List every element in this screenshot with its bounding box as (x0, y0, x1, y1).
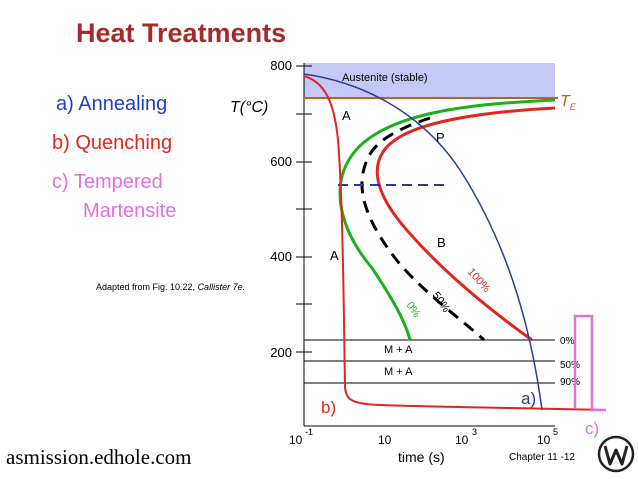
x-tick-exponent: 3 (472, 427, 477, 437)
source-prefix: Adapted from Fig. 10.22, (96, 282, 198, 292)
annealing-path (303, 73, 543, 411)
austenite-region-label: A (330, 248, 339, 263)
x-tick-exponent: 5 (553, 427, 558, 437)
x-tick-label: 10 (537, 433, 551, 447)
chapter-number: Chapter 11 -12 (509, 452, 575, 463)
website-watermark: asmission.edhole.com (6, 445, 192, 469)
source-book: Callister 7e. (197, 282, 246, 292)
te-label: TE (560, 93, 577, 112)
y-axis-ticks (296, 65, 312, 353)
source-citation: Adapted from Fig. 10.22, Callister 7e. (96, 282, 245, 292)
austenite-label: Austenite (stable) (342, 72, 428, 84)
y-axis-title: T(°C) (230, 99, 268, 116)
quenching-path-label: b) (321, 398, 336, 417)
annealing-path-label: a) (521, 389, 536, 408)
martensite-lines (304, 339, 555, 384)
start-curve-0pct (338, 98, 556, 341)
y-tick-label: 200 (270, 345, 292, 360)
x-tick-exponent: -1 (305, 427, 313, 437)
process-quenching-label: b) Quenching (52, 132, 173, 154)
martensite-percent-label: 0% (560, 336, 575, 347)
tempered-path-label: c) (585, 419, 599, 438)
bainite-region-label: B (437, 235, 446, 250)
process-annealing-label: a) Annealing (56, 93, 168, 115)
ms-region-label: M + A (384, 366, 413, 378)
x-tick-label: 10 (378, 433, 392, 447)
pearlite-region-label: P (436, 130, 445, 145)
te-label-subscript: E (570, 102, 577, 112)
tempered-martensite-path (573, 314, 606, 412)
austenite-region-label: A (342, 108, 351, 123)
publisher-logo-icon (597, 435, 635, 473)
x-tick-label: 10 (289, 433, 303, 447)
y-tick-label: 600 (270, 154, 292, 169)
te-label-base: T (560, 93, 571, 110)
austenite-region (304, 63, 555, 98)
x-axis-title: time (s) (398, 449, 445, 465)
process-martensite-label: Martensite (83, 200, 177, 222)
martensite-percent-label: 90% (560, 377, 580, 388)
finish-curve-100pct (375, 106, 556, 342)
y-tick-label: 800 (270, 58, 292, 73)
page-title: Heat Treatments (76, 18, 287, 48)
ms-region-label: M + A (384, 344, 413, 356)
martensite-percent-label: 50% (560, 360, 580, 371)
y-tick-label: 400 (270, 249, 292, 264)
mid-curve-50pct (360, 116, 486, 342)
curve-0pct-label: 0% (404, 300, 423, 320)
quenching-path (303, 75, 606, 411)
x-tick-label: 10 (455, 433, 469, 447)
process-tempered-label: c) Tempered (52, 171, 163, 193)
